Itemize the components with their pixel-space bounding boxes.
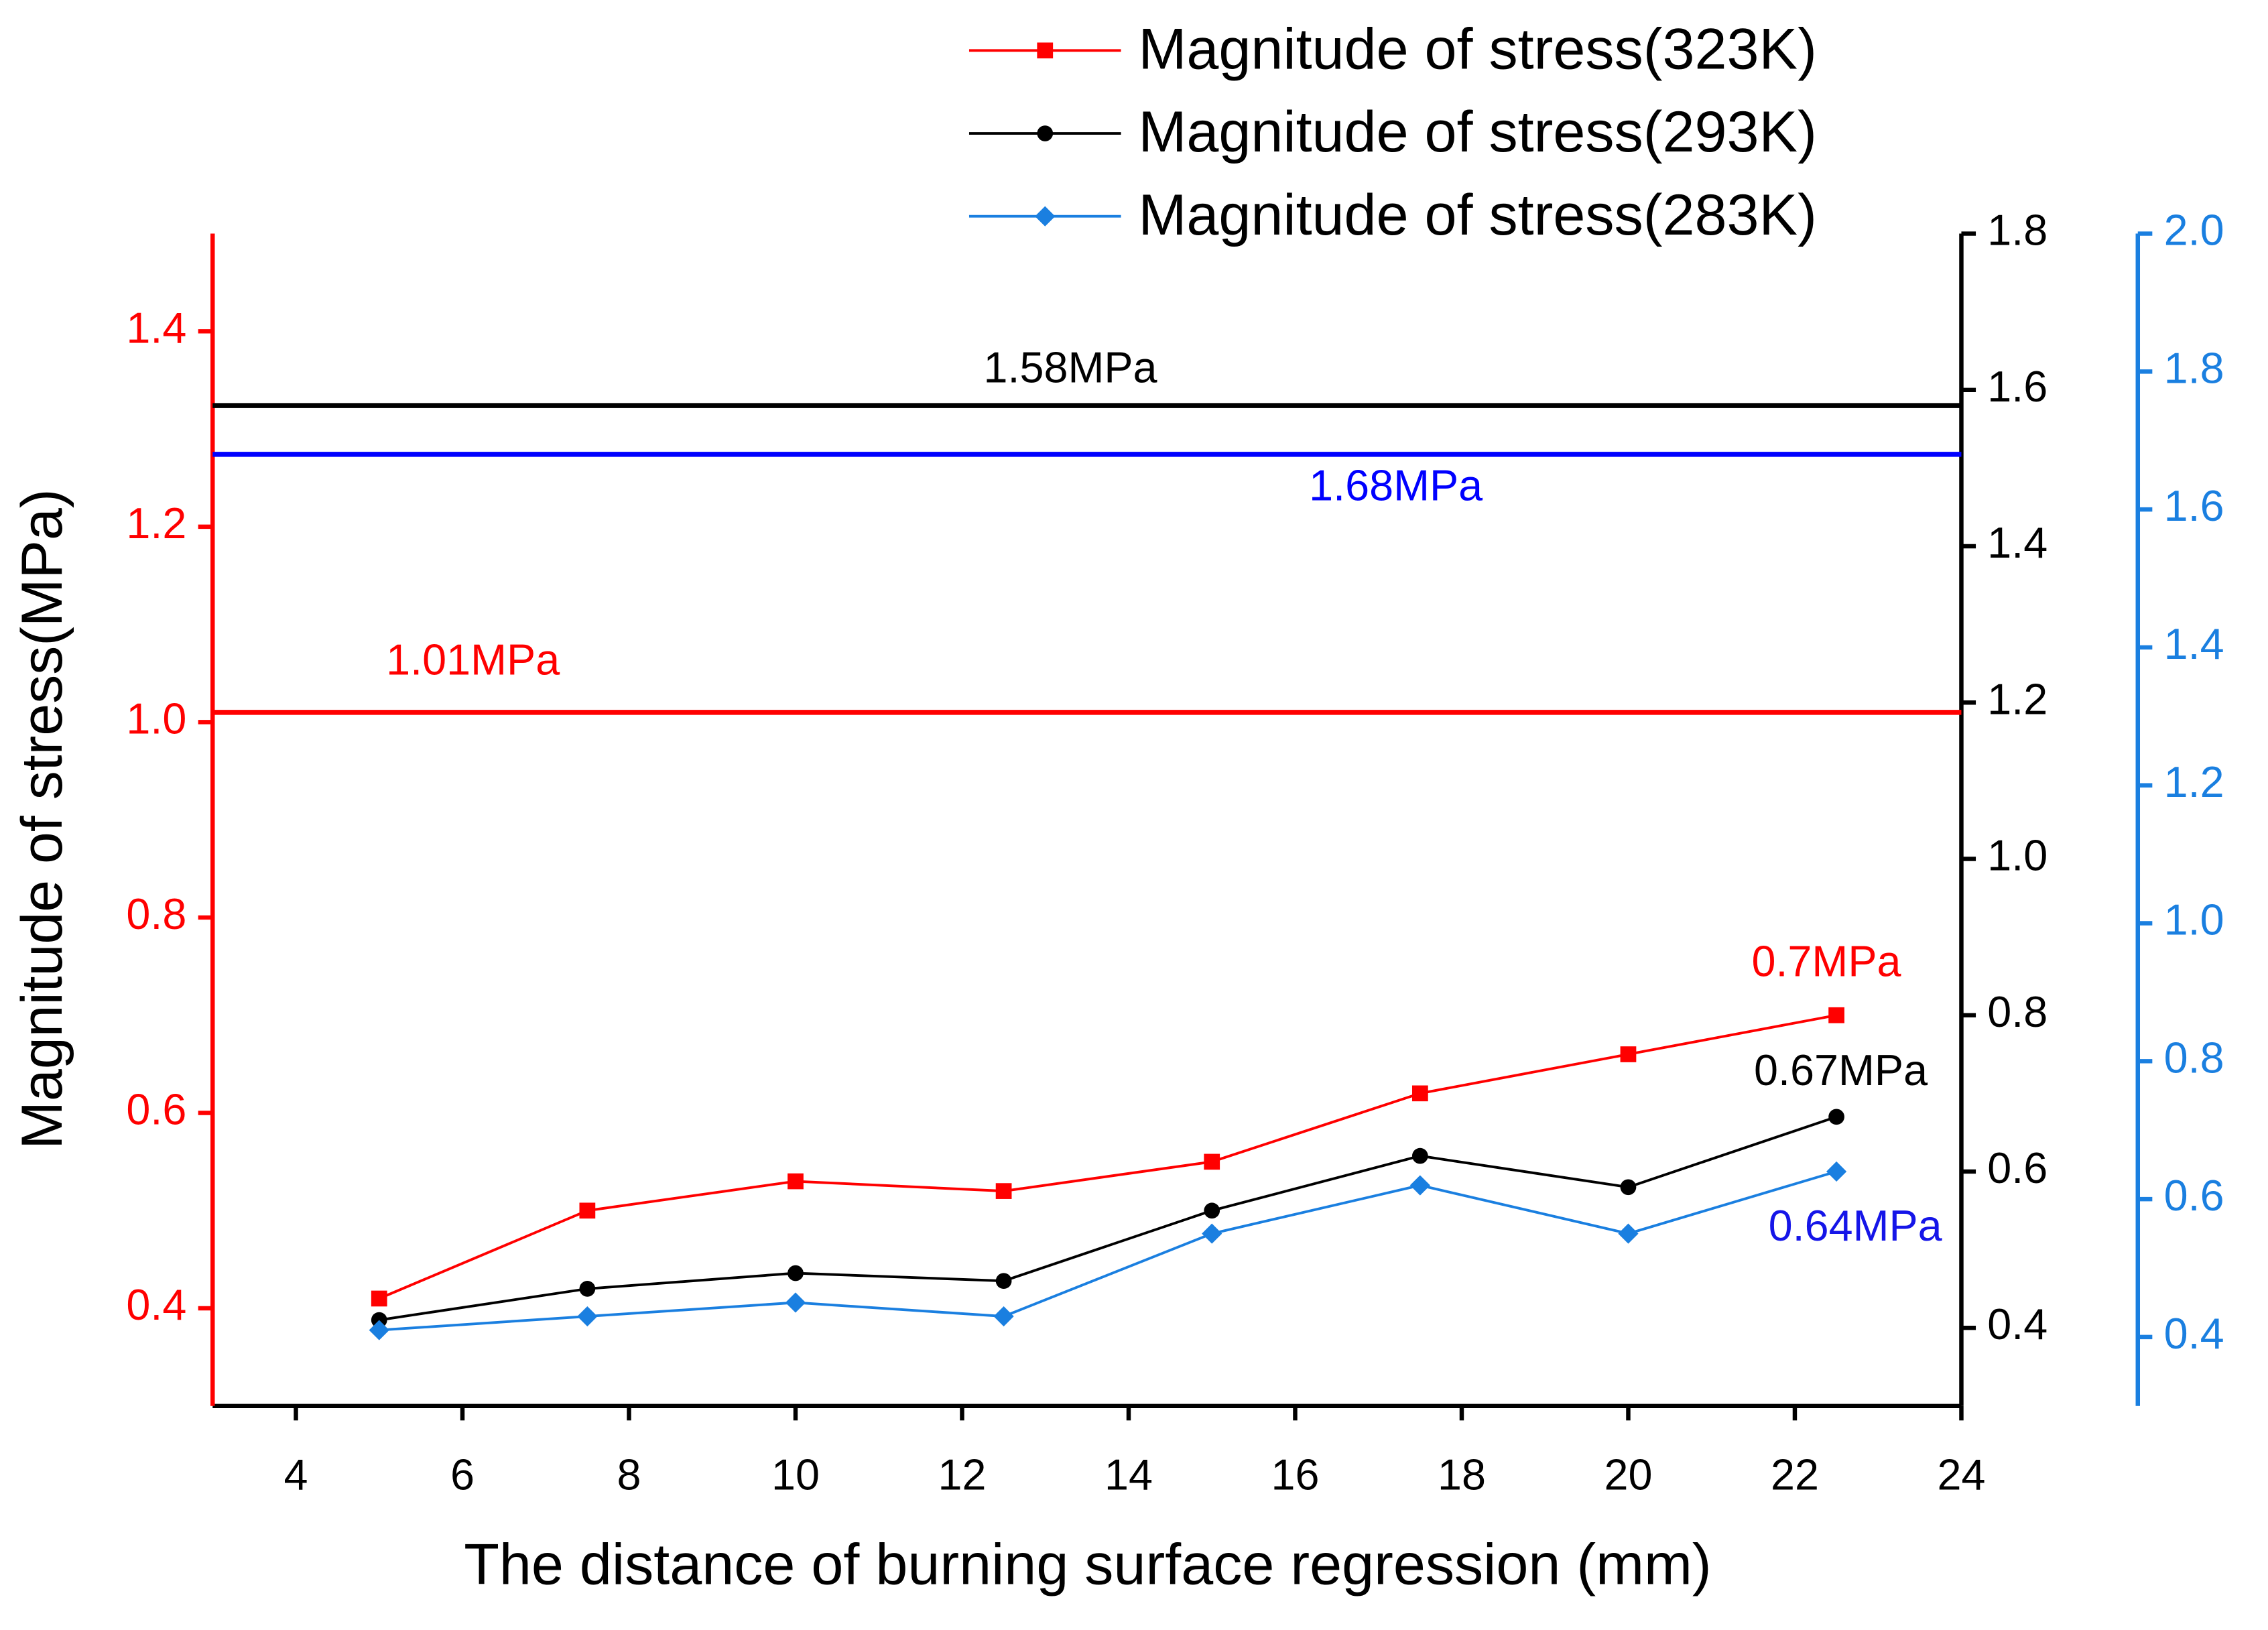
y2-tick-label: 0.8 bbox=[1987, 987, 2048, 1036]
x-tick-label: 8 bbox=[617, 1450, 641, 1499]
marker bbox=[1620, 1046, 1637, 1062]
legend-marker bbox=[1037, 42, 1054, 59]
marker bbox=[995, 1183, 1012, 1199]
series-line bbox=[379, 1170, 1837, 1332]
y2-tick-label: 1.2 bbox=[1987, 674, 2048, 723]
reference-label: 1.68MPa bbox=[1309, 461, 1483, 510]
marker bbox=[1828, 1007, 1844, 1023]
annotation: 0.7MPa bbox=[1751, 937, 1901, 986]
y-tick-label: 1.2 bbox=[126, 499, 186, 548]
y3-tick-label: 1.6 bbox=[2164, 481, 2224, 530]
y2-tick-label: 0.4 bbox=[1987, 1300, 2048, 1349]
y3-tick-label: 1.8 bbox=[2164, 343, 2224, 392]
y2-tick-label: 1.4 bbox=[1987, 518, 2048, 567]
legend-label: Magnitude of stress(323K) bbox=[1138, 17, 1816, 81]
marker bbox=[577, 1306, 598, 1327]
y-tick-label: 0.4 bbox=[126, 1280, 186, 1329]
marker bbox=[788, 1265, 804, 1281]
legend-label: Magnitude of stress(283K) bbox=[1138, 183, 1816, 247]
marker bbox=[1411, 1147, 1428, 1164]
annotation: 0.64MPa bbox=[1769, 1201, 1942, 1250]
marker bbox=[579, 1281, 596, 1297]
reference-label: 1.01MPa bbox=[386, 635, 560, 684]
marker bbox=[995, 1273, 1012, 1290]
y-axis-label: Magnitude of stress(MPa) bbox=[10, 489, 74, 1149]
y3-tick-label: 1.4 bbox=[2164, 619, 2224, 668]
marker bbox=[1828, 1109, 1844, 1125]
legend-label: Magnitude of stress(293K) bbox=[1138, 100, 1816, 164]
x-tick-label: 4 bbox=[284, 1450, 308, 1499]
marker bbox=[1204, 1202, 1220, 1219]
x-tick-label: 14 bbox=[1105, 1450, 1153, 1499]
y3-tick-label: 1.0 bbox=[2164, 895, 2224, 944]
series-line bbox=[379, 1115, 1837, 1322]
marker bbox=[371, 1290, 387, 1307]
y2-tick-label: 0.6 bbox=[1987, 1143, 2048, 1192]
x-tick-label: 6 bbox=[450, 1450, 475, 1499]
x-tick-label: 20 bbox=[1604, 1450, 1652, 1499]
y-tick-label: 1.0 bbox=[126, 694, 186, 743]
y3-tick-label: 1.2 bbox=[2164, 757, 2224, 806]
y3-tick-label: 0.6 bbox=[2164, 1171, 2224, 1220]
marker bbox=[1411, 1085, 1428, 1102]
y-tick-label: 1.4 bbox=[126, 303, 186, 352]
series-line bbox=[378, 1013, 1837, 1300]
x-tick-label: 22 bbox=[1771, 1450, 1819, 1499]
y2-tick-label: 1.6 bbox=[1987, 362, 2048, 411]
y3-tick-label: 0.4 bbox=[2164, 1309, 2224, 1358]
marker bbox=[1409, 1175, 1430, 1196]
x-tick-label: 16 bbox=[1271, 1450, 1319, 1499]
x-tick-label: 12 bbox=[938, 1450, 986, 1499]
marker bbox=[579, 1202, 596, 1219]
y-tick-label: 0.6 bbox=[126, 1085, 186, 1134]
y2-tick-label: 1.8 bbox=[1987, 206, 2048, 255]
y2-tick-label: 1.0 bbox=[1987, 831, 2048, 880]
marker bbox=[1620, 1179, 1637, 1196]
y3-tick-label: 2.0 bbox=[2164, 206, 2224, 255]
annotation: 0.67MPa bbox=[1754, 1046, 1928, 1094]
x-tick-label: 10 bbox=[771, 1450, 820, 1499]
marker bbox=[993, 1306, 1014, 1327]
marker bbox=[1204, 1153, 1220, 1170]
y-tick-label: 0.8 bbox=[126, 889, 186, 938]
marker bbox=[788, 1173, 804, 1190]
legend-marker bbox=[1035, 206, 1056, 227]
x-tick-label: 24 bbox=[1937, 1450, 1985, 1499]
marker bbox=[785, 1292, 806, 1313]
y3-tick-label: 0.8 bbox=[2164, 1033, 2224, 1082]
marker bbox=[371, 1312, 387, 1328]
legend-marker bbox=[1037, 125, 1054, 141]
x-axis-label: The distance of burning surface regressi… bbox=[464, 1533, 1711, 1597]
x-tick-label: 18 bbox=[1438, 1450, 1486, 1499]
reference-label: 1.58MPa bbox=[984, 343, 1157, 392]
